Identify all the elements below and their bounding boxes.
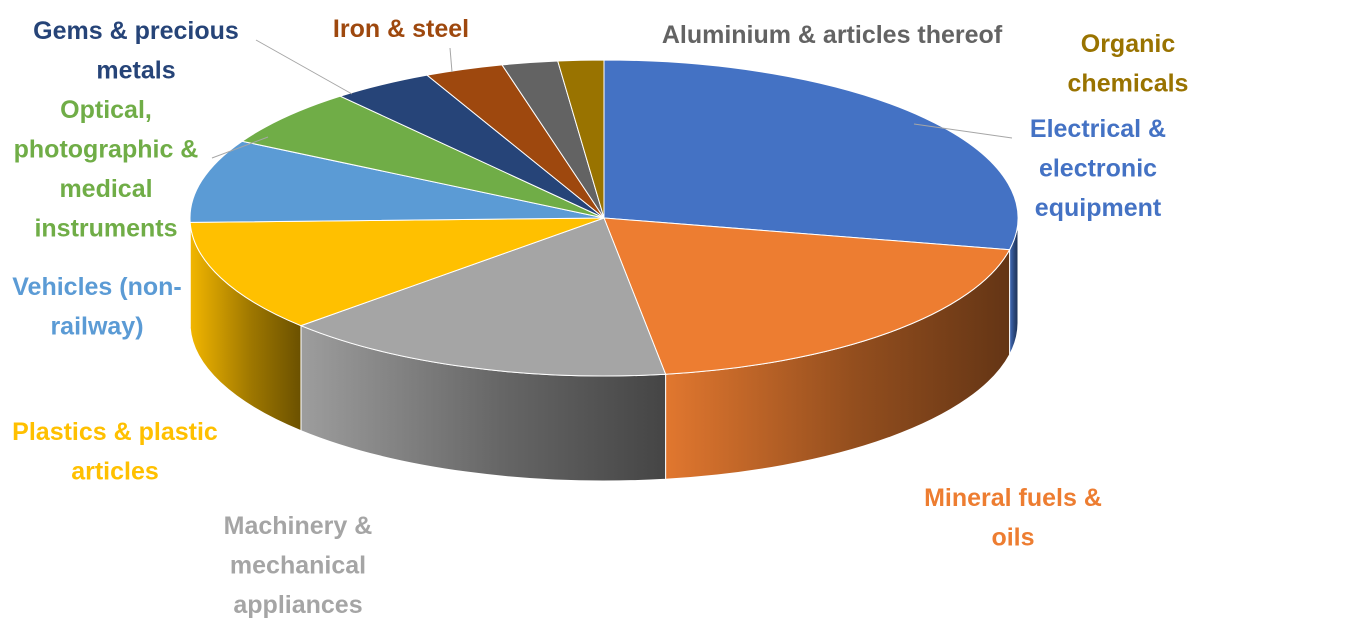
slice-label-mineral-fuels-oils: Mineral fuels & oils bbox=[924, 484, 1102, 552]
slice-label-vehicles-non-railway: Vehicles (non-railway) bbox=[12, 273, 181, 341]
slice-label-organic-chemicals: Organic chemicals bbox=[1068, 30, 1189, 98]
slice-plastics-plastic-articles bbox=[189, 217, 605, 327]
leader-line-electrical-electronic-equipment bbox=[913, 123, 1013, 139]
slice-label-plastics-plastic-articles: Plastics & plastic articles bbox=[12, 418, 218, 486]
slice-organic-chemicals bbox=[557, 59, 605, 219]
leader-line-gems-precious-metals bbox=[255, 39, 353, 95]
leader-line-optical-photographic-medical-instruments bbox=[211, 136, 269, 159]
slice-label-optical-photographic-medical-instruments: Optical, photographic & medical instruments bbox=[14, 96, 199, 243]
slice-optical-photographic-medical-instruments bbox=[240, 95, 605, 219]
slice-mineral-fuels-oils bbox=[603, 217, 1011, 375]
slice-label-machinery-mechanical-appliances: Machinery & mechanical appliances bbox=[224, 512, 373, 619]
slice-label-aluminium-articles-thereof: Aluminium & articles thereof bbox=[662, 21, 1003, 49]
pie-top-layer bbox=[189, 59, 1019, 377]
slice-electrical-electronic-equipment bbox=[603, 59, 1019, 251]
slice-machinery-mechanical-appliances bbox=[299, 217, 667, 377]
slice-labels: Electrical & electronic equipment Mineral f… bbox=[12, 15, 1188, 619]
slice-vehicles-non-railway bbox=[189, 140, 605, 223]
slice-label-iron-steel: Iron & steel bbox=[333, 15, 469, 43]
slice-label-electrical-electronic-equipment: Electrical & electronic equipment bbox=[1030, 115, 1166, 222]
leader-line-iron-steel bbox=[449, 47, 453, 73]
leader-lines bbox=[211, 39, 1013, 159]
slice-label-gems-precious-metals: Gems & precious metals bbox=[33, 17, 239, 85]
pie-depth-layer bbox=[189, 217, 1019, 482]
